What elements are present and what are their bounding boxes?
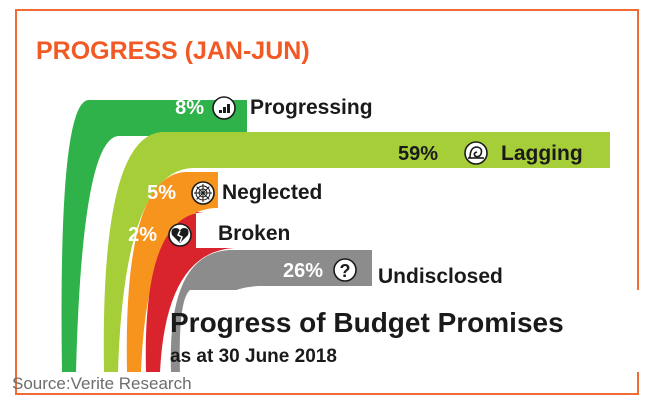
question-mark-icon: ? xyxy=(333,258,357,282)
band-neglected xyxy=(126,172,218,372)
value-label-progressing: 8% xyxy=(175,97,204,119)
spider-web-icon xyxy=(191,181,215,205)
category-label-progressing: Progressing xyxy=(250,96,373,119)
source-note: Source:Verite Research xyxy=(12,374,192,393)
snail-icon xyxy=(464,141,488,165)
band-labels: 8% Progressing 59% Lagging 5% Neglected 2% Brok… xyxy=(128,96,583,288)
chart-title: Progress of Budget Promises xyxy=(170,307,564,338)
value-label-lagging: 59% xyxy=(398,143,438,165)
band-undisclosed xyxy=(170,250,372,372)
band-lagging xyxy=(103,132,611,372)
category-label-broken: Broken xyxy=(218,222,290,245)
value-label-broken: 2% xyxy=(128,224,157,246)
category-label-neglected: Neglected xyxy=(222,181,322,204)
band-progressing xyxy=(61,100,247,372)
header-title: PROGRESS (JAN-JUN) xyxy=(36,37,310,65)
category-label-undisclosed: Undisclosed xyxy=(378,265,503,288)
bar-chart-icon xyxy=(212,96,236,120)
chart-subtitle: as at 30 June 2018 xyxy=(170,346,337,367)
value-label-neglected: 5% xyxy=(147,182,176,204)
band-broken xyxy=(145,212,234,372)
broken-heart-icon xyxy=(168,223,192,247)
value-label-undisclosed: 26% xyxy=(283,260,323,282)
arc-bands xyxy=(61,100,640,372)
category-label-lagging: Lagging xyxy=(501,142,583,165)
svg-text:?: ? xyxy=(340,261,351,281)
arc-inner-mask xyxy=(179,290,640,372)
